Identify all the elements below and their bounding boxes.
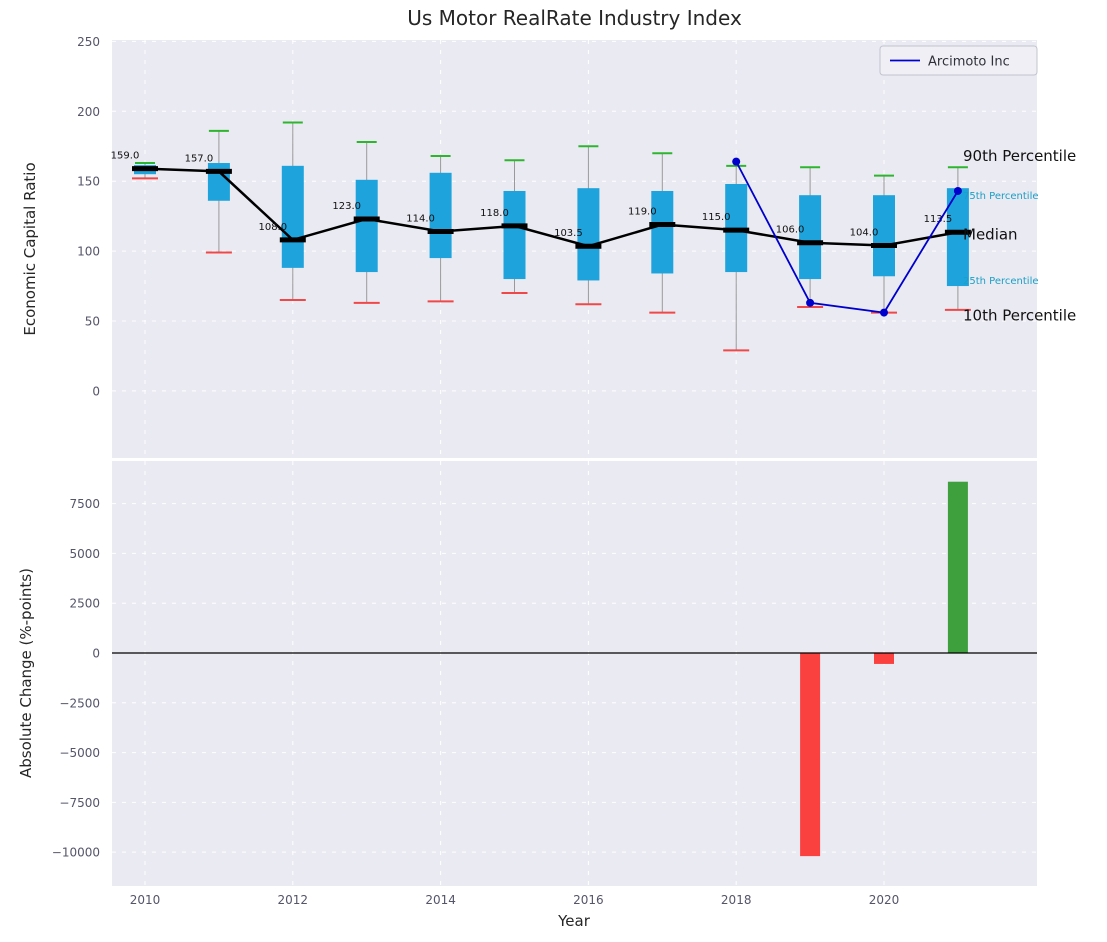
box-2013: [353, 141, 380, 304]
xtick-label: 2012: [278, 893, 309, 907]
iqr-box: [651, 190, 674, 274]
top-ytick-label: 50: [85, 314, 100, 328]
iqr-box: [873, 195, 895, 277]
iqr-box: [799, 195, 822, 280]
median-value-label: 113.5: [924, 214, 953, 225]
median-value-label: 106.0: [776, 225, 805, 236]
iqr-box: [429, 172, 452, 259]
bottom-ytick-label: 2500: [69, 597, 100, 611]
top-ytick-label: 100: [77, 245, 100, 259]
top-ytick-label: 250: [77, 35, 100, 49]
iqr-box: [207, 163, 230, 201]
median-value-label: 108.0: [258, 222, 287, 233]
bar-2020: [874, 652, 894, 664]
median-series: 159.0 157.0 108.0 123.0 114.0 118.0 103.5 119.0…: [111, 151, 971, 249]
annotation-10th-percentile: 10th Percentile: [963, 306, 1076, 324]
top-ytick-label: 0: [92, 384, 100, 398]
median-value-label: 104.0: [850, 228, 879, 239]
iqr-box: [503, 190, 526, 280]
top-ytick-label: 150: [77, 175, 100, 189]
box-2017: [649, 152, 676, 314]
gridlines: [112, 40, 1037, 886]
iqr-box: [946, 188, 969, 287]
box-2016: [575, 145, 602, 306]
median-value-label: 115.0: [702, 212, 731, 223]
box-2019: [797, 166, 824, 309]
arcimoto-marker: [806, 298, 815, 307]
iqr-box: [355, 179, 378, 273]
median-value-label: 159.0: [111, 151, 140, 162]
legend-box: [879, 45, 1038, 76]
iqr-box: [577, 188, 600, 281]
annotation-25th-percentile: 25th Percentile: [963, 276, 1039, 287]
bottom-ytick-label: 7500: [69, 497, 100, 511]
annotation-median: Median: [963, 225, 1018, 243]
bottom-ytick-label: −2500: [59, 696, 100, 710]
bottom-ytick-label: −5000: [59, 746, 100, 760]
box-2014: [427, 155, 454, 303]
top-ytick-label: 200: [77, 105, 100, 119]
median-value-label: 103.5: [554, 228, 583, 239]
percentile-annotations: 90th Percentile 75th Percentile Median 25th…: [963, 147, 1076, 324]
median-value-label: 119.0: [628, 207, 657, 218]
arcimoto-marker: [880, 308, 888, 317]
tick-labels: 0 50 100 150 200 250 7500 5000 2500 0 −2500 −5000 −7…: [52, 35, 900, 907]
arcimoto-series: [732, 157, 962, 317]
bar-2019: [800, 652, 821, 857]
arcimoto-marker: [953, 186, 962, 195]
xtick-label: 2010: [130, 893, 161, 907]
legend-label: Arcimoto Inc: [928, 55, 1010, 70]
median-value-label: 114.0: [406, 214, 435, 225]
change-bars: [800, 481, 968, 857]
plot-backgrounds: [112, 40, 1037, 886]
xtick-label: 2018: [721, 893, 752, 907]
median-value-label: 118.0: [480, 208, 509, 219]
xtick-label: 2016: [573, 893, 604, 907]
bottom-ytick-label: 5000: [69, 547, 100, 561]
annotation-75th-percentile: 75th Percentile: [963, 191, 1039, 202]
annotation-90th-percentile: 90th Percentile: [963, 147, 1076, 165]
arcimoto-line: [735, 161, 959, 314]
bottom-ytick-label: −7500: [59, 796, 100, 810]
bottom-plot-background: [112, 461, 1037, 886]
legend: Arcimoto Inc: [879, 45, 1038, 76]
arcimoto-marker: [732, 157, 741, 166]
median-value-label: 123.0: [332, 201, 361, 212]
bar-2021: [947, 481, 968, 653]
bottom-ytick-label: −10000: [52, 846, 100, 860]
median-value-label: 157.0: [185, 153, 214, 164]
xtick-label: 2014: [425, 893, 456, 907]
top-plot-background: [112, 40, 1037, 458]
xtick-label: 2020: [869, 893, 900, 907]
iqr-box: [281, 165, 304, 268]
bottom-ytick-label: 0: [92, 646, 100, 660]
